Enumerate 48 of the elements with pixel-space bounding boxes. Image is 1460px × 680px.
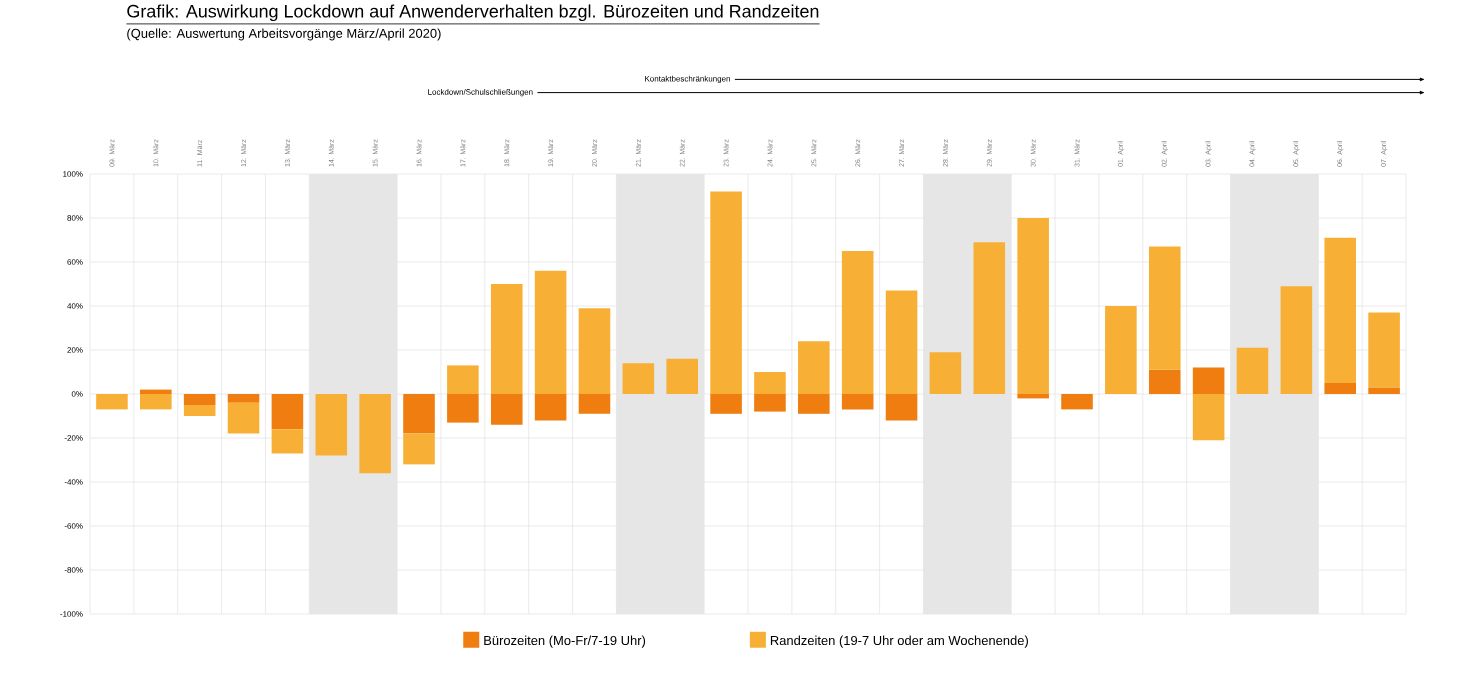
bar	[841, 394, 874, 410]
bar	[885, 290, 918, 394]
bar	[1017, 218, 1049, 394]
bar	[885, 394, 918, 421]
bar	[578, 308, 611, 394]
bar	[227, 394, 260, 403]
bar	[710, 394, 742, 414]
bar	[1324, 237, 1357, 383]
bar	[140, 394, 172, 410]
bar	[798, 341, 830, 394]
bar	[666, 358, 699, 394]
bar	[1368, 387, 1400, 394]
bar	[1148, 369, 1181, 394]
bar	[227, 402, 260, 434]
bar	[534, 270, 567, 394]
bar	[271, 394, 304, 430]
bar	[1148, 246, 1181, 370]
bar	[403, 394, 435, 434]
bar	[1280, 286, 1313, 394]
bar	[315, 394, 348, 456]
bar	[183, 394, 216, 405]
bar	[754, 372, 786, 394]
bar	[841, 251, 874, 394]
bar	[622, 363, 655, 394]
bar	[1105, 306, 1137, 394]
bar	[1368, 312, 1400, 388]
bar	[1324, 383, 1357, 394]
bar	[271, 429, 304, 454]
bar	[96, 394, 128, 410]
bar	[447, 394, 479, 423]
bar	[447, 365, 479, 394]
bar	[1192, 394, 1225, 441]
bar	[578, 394, 611, 414]
bar	[798, 394, 830, 414]
bar	[183, 405, 216, 416]
bar	[710, 191, 742, 394]
bar	[534, 394, 567, 421]
bar	[973, 242, 1006, 394]
bar	[1236, 347, 1269, 394]
bar	[1192, 367, 1225, 394]
chart-title: Grafik: Auswirkung Lockdown auf Anwenderverhalten bzgl. Bürozeiten und Randzeiten	[127, 4, 819, 22]
bar	[929, 352, 962, 394]
bar	[490, 394, 523, 425]
bar	[359, 394, 391, 474]
bar	[754, 394, 786, 412]
bar	[490, 284, 523, 394]
bar	[1061, 394, 1093, 410]
bar	[403, 433, 435, 465]
